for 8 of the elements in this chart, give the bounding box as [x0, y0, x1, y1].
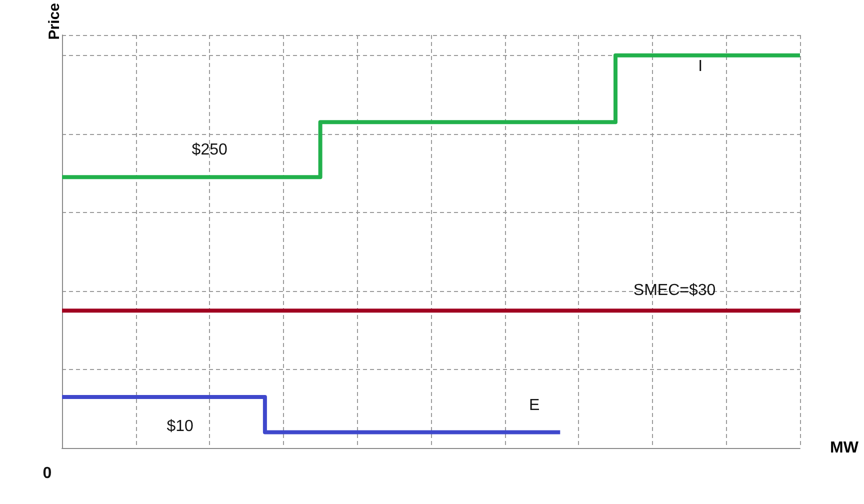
annotation: $250: [192, 141, 228, 158]
y-axis-title: Price: [46, 3, 63, 40]
annotation: E: [528, 396, 540, 414]
annotation: SMEC=$30: [633, 282, 716, 299]
x-axis-title: MW: [830, 440, 860, 456]
annotation: $10: [166, 418, 194, 436]
annotation: I: [698, 58, 703, 76]
text: 0: [42, 465, 52, 482]
